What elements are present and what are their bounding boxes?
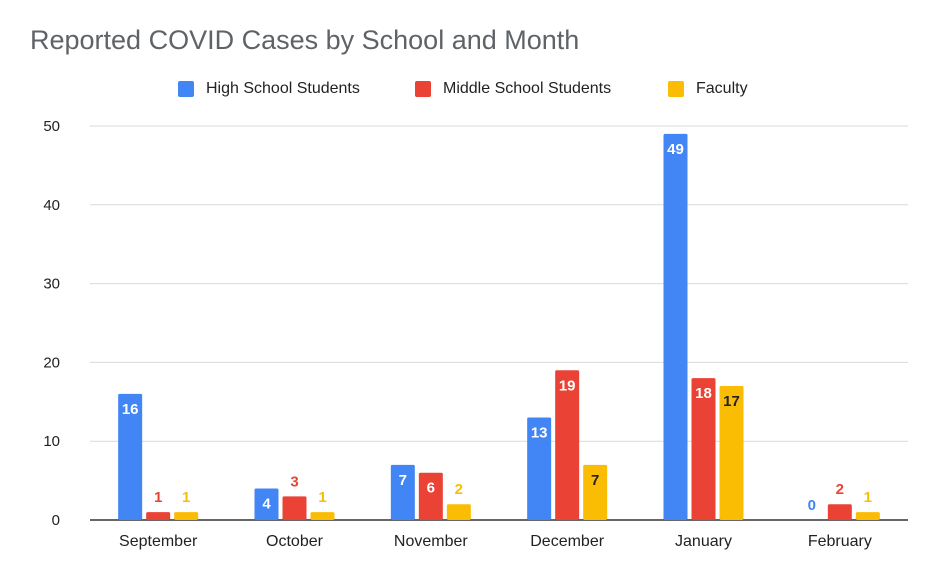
x-tick-label-january: January (675, 533, 732, 550)
x-tick-label-december: December (530, 533, 604, 550)
legend-item-high-school[interactable]: High School Students (178, 77, 360, 101)
data-label-high-school-students-october: 4 (262, 495, 271, 512)
y-tick-label-40: 40 (43, 197, 60, 214)
bar-middle-school-students-september (146, 512, 171, 520)
y-tick-label-50: 50 (43, 118, 60, 135)
bar-middle-school-students-october (282, 496, 307, 520)
data-label-high-school-students-january: 49 (667, 141, 684, 158)
chart-title: Reported COVID Cases by School and Month (30, 25, 580, 55)
data-label-faculty-february: 1 (864, 489, 872, 506)
data-label-middle-school-students-october: 3 (290, 473, 298, 490)
data-label-middle-school-students-february: 2 (836, 481, 844, 498)
y-tick-label-20: 20 (43, 354, 60, 371)
data-label-faculty-december: 7 (591, 472, 599, 489)
y-tick-label-10: 10 (43, 433, 60, 450)
bar-faculty-january (719, 386, 744, 520)
data-label-high-school-students-february: 0 (808, 497, 816, 514)
data-label-faculty-september: 1 (182, 489, 190, 506)
legend-label-faculty: Faculty (696, 80, 748, 97)
bar-faculty-december (583, 464, 608, 520)
bar-high-school-students-november (390, 464, 415, 520)
bar-middle-school-students-february (827, 504, 852, 520)
bar-middle-school-students-december (555, 370, 580, 520)
bar-faculty-october (310, 512, 335, 520)
data-label-faculty-november: 2 (455, 481, 463, 498)
y-tick-label-30: 30 (43, 276, 60, 293)
legend: High School Students Middle School Stude… (0, 77, 936, 101)
legend-swatch-faculty (668, 81, 684, 97)
legend-item-middle-school[interactable]: Middle School Students (415, 77, 611, 101)
data-label-middle-school-students-november: 6 (427, 480, 435, 497)
data-label-high-school-students-november: 7 (399, 472, 407, 489)
bar-middle-school-students-november (418, 472, 443, 520)
data-label-high-school-students-december: 13 (531, 425, 548, 442)
bar-faculty-september (174, 512, 199, 520)
data-label-middle-school-students-september: 1 (154, 489, 162, 506)
legend-swatch-high-school (178, 81, 194, 97)
data-label-high-school-students-september: 16 (122, 401, 139, 418)
y-tick-label-0: 0 (52, 512, 60, 529)
bar-high-school-students-december (527, 417, 552, 520)
bar-high-school-students-january (663, 133, 688, 520)
bar-middle-school-students-january (691, 378, 716, 520)
x-tick-label-february: February (808, 533, 872, 550)
bar-faculty-february (855, 512, 880, 520)
x-tick-label-october: October (266, 533, 324, 550)
x-tick-label-september: September (119, 533, 198, 550)
x-tick-label-november: November (394, 533, 468, 550)
legend-swatch-middle-school (415, 81, 431, 97)
legend-label-middle-school: Middle School Students (443, 80, 612, 97)
data-label-faculty-october: 1 (318, 489, 326, 506)
legend-label-high-school: High School Students (206, 80, 360, 97)
legend-item-faculty[interactable]: Faculty (668, 77, 748, 101)
bar-faculty-november (446, 504, 471, 520)
data-label-middle-school-students-january: 18 (695, 385, 712, 402)
bar-high-school-students-october (254, 488, 279, 520)
data-label-faculty-january: 17 (723, 393, 740, 410)
data-label-middle-school-students-december: 19 (559, 377, 576, 394)
bar-high-school-students-september (118, 393, 143, 520)
